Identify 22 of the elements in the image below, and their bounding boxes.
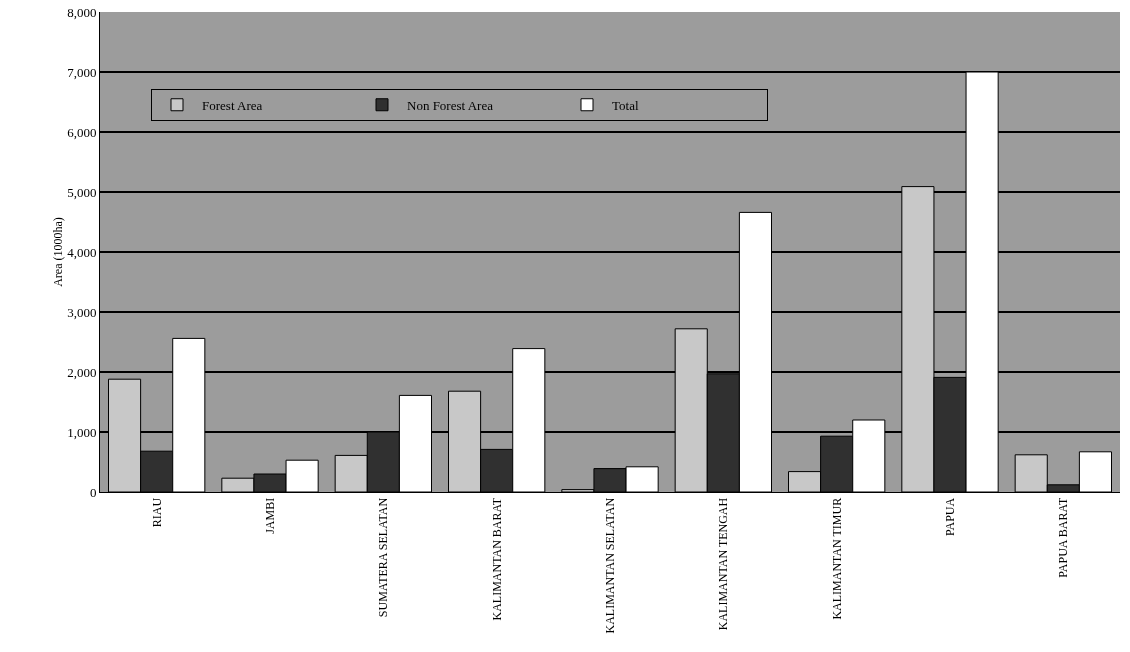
- x-tick-label: KALIMANTAN SELATAN: [602, 497, 617, 634]
- x-tick-label: KALIMANTAN TIMUR: [829, 497, 844, 620]
- x-tick-label: KALIMANTAN BARAT: [489, 497, 504, 621]
- legend-label: Non Forest Area: [407, 97, 494, 113]
- x-tick-label: JAMBI: [262, 497, 277, 534]
- y-axis-title: Area (1000ha): [51, 217, 66, 287]
- x-tick-label: KALIMANTAN TENGAH: [716, 497, 731, 631]
- x-tick-label: RIAU: [149, 497, 164, 528]
- x-tick-label: PAPUA: [942, 497, 957, 537]
- y-tick-label: 2,000: [67, 364, 97, 380]
- y-tick-label: 5,000: [67, 184, 97, 200]
- y-tick-label: 3,000: [67, 304, 97, 320]
- legend-label: Total: [612, 97, 639, 113]
- legend-label: Forest Area: [202, 97, 263, 113]
- x-tick-label: SUMATERA SELATAN: [376, 497, 391, 618]
- y-tick-label: 4,000: [67, 244, 97, 260]
- y-tick-label: 7,000: [67, 64, 97, 80]
- y-tick-label: 1,000: [67, 424, 97, 440]
- x-tick-label: PAPUA BARAT: [1056, 497, 1071, 578]
- y-tick-label: 0: [89, 484, 97, 500]
- y-tick-label: 6,000: [67, 124, 97, 140]
- y-tick-label: 8,000: [67, 4, 97, 20]
